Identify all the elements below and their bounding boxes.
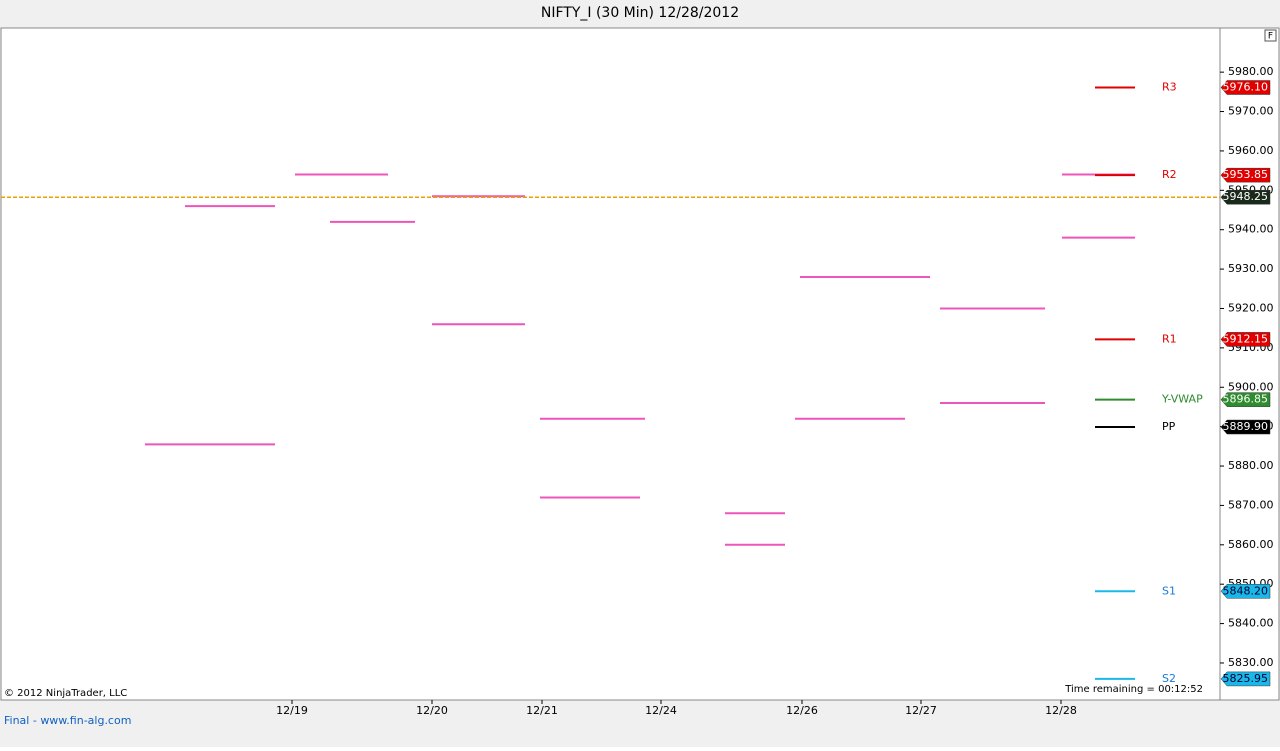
x-tick-label: 12/19	[276, 704, 308, 717]
level-flag-label: 5889.90	[1223, 420, 1269, 433]
time-remaining: Time remaining = 00:12:52	[1064, 684, 1203, 695]
level-name: R3	[1162, 81, 1177, 94]
footer: Final - www.fin-alg.com	[4, 714, 131, 727]
x-tick-label: 12/24	[645, 704, 677, 717]
level-flag-label: 5912.15	[1223, 332, 1269, 345]
y-tick-label: 5920.00	[1228, 301, 1274, 314]
y-tick-label: 5860.00	[1228, 538, 1274, 551]
x-tick-label: 12/27	[905, 704, 937, 717]
level-flag-label: 5896.85	[1223, 393, 1269, 406]
level-flag-label: 5976.10	[1223, 81, 1269, 94]
level-flag-label: 5953.85	[1223, 168, 1269, 181]
copyright: © 2012 NinjaTrader, LLC	[4, 688, 127, 699]
y-tick-label: 5940.00	[1228, 223, 1274, 236]
panel-button-label[interactable]: F	[1268, 32, 1273, 42]
last-price-flag	[1220, 189, 1271, 205]
axis-panel	[1219, 27, 1280, 701]
level-name: Y-VWAP	[1161, 393, 1203, 406]
y-tick-label: 5880.00	[1228, 459, 1274, 472]
level-flag	[1220, 419, 1271, 435]
y-tick-label: 5830.00	[1228, 656, 1274, 669]
y-tick-label: 5930.00	[1228, 262, 1274, 275]
level-name: R2	[1162, 168, 1177, 181]
y-tick-label: 5960.00	[1228, 144, 1274, 157]
x-tick-label: 12/21	[526, 704, 558, 717]
y-tick-label: 5840.00	[1228, 617, 1274, 630]
plot-area	[0, 27, 1221, 701]
last-price-flag-label: 5948.25	[1223, 190, 1269, 203]
level-name: S2	[1162, 672, 1176, 685]
level-name: PP	[1162, 420, 1176, 433]
level-name: R1	[1162, 332, 1177, 345]
level-flag	[1220, 392, 1271, 407]
level-flag	[1220, 80, 1271, 95]
x-tick-label: 12/20	[416, 704, 448, 717]
x-tick-label: 12/28	[1045, 704, 1077, 717]
level-flag	[1220, 671, 1271, 687]
level-flag-label: 5848.20	[1223, 584, 1269, 597]
chart-title: NIFTY_I (30 Min) 12/28/2012	[541, 5, 739, 21]
level-flag	[1220, 332, 1271, 347]
level-flag	[1220, 584, 1271, 599]
level-name: S1	[1162, 584, 1176, 597]
panel-button[interactable]	[1264, 29, 1277, 42]
y-tick-label: 5870.00	[1228, 498, 1274, 511]
x-tick-label: 12/26	[786, 704, 818, 717]
y-tick-label: 5900.00	[1228, 380, 1274, 393]
level-flag-label: 5825.95	[1223, 672, 1269, 685]
y-tick-label: 5970.00	[1228, 105, 1274, 118]
y-tick-label: 5980.00	[1228, 65, 1274, 78]
level-flag	[1220, 167, 1271, 183]
